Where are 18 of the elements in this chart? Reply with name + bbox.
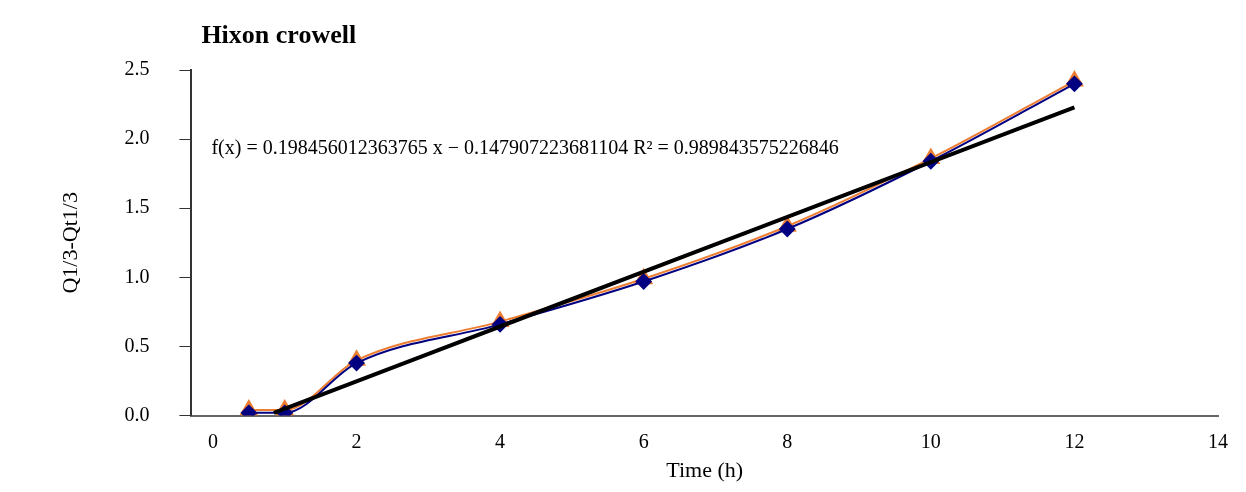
x-axis-title: Time (h) (666, 456, 744, 482)
y-tick-label: 1.0 (124, 264, 150, 287)
x-tick-label: 8 (782, 429, 793, 452)
x-tick-label: 0 (207, 429, 218, 452)
y-tick-label: 0.5 (124, 333, 150, 356)
x-tick-label: 12 (1064, 429, 1085, 452)
x-tick-label: 4 (495, 429, 506, 452)
y-tick-label: 2.5 (124, 57, 150, 80)
chart-title: Hixon crowell (201, 19, 357, 49)
x-tick-label: 2 (351, 429, 362, 452)
annotation: f(x) = 0.198456012363765 x − 0.147907223681104 R² = 0.989843575226846 (211, 136, 839, 160)
x-tick-label: 14 (1208, 429, 1228, 452)
y-axis-title: Q1/3-Qt1/3 (56, 192, 82, 294)
y-tick-label: 0.0 (124, 402, 150, 425)
x-tick-label: 6 (638, 429, 649, 452)
y-tick-label: 1.5 (124, 195, 150, 218)
x-tick-label: 10 (920, 429, 941, 452)
y-tick-label: 2.0 (124, 126, 150, 149)
